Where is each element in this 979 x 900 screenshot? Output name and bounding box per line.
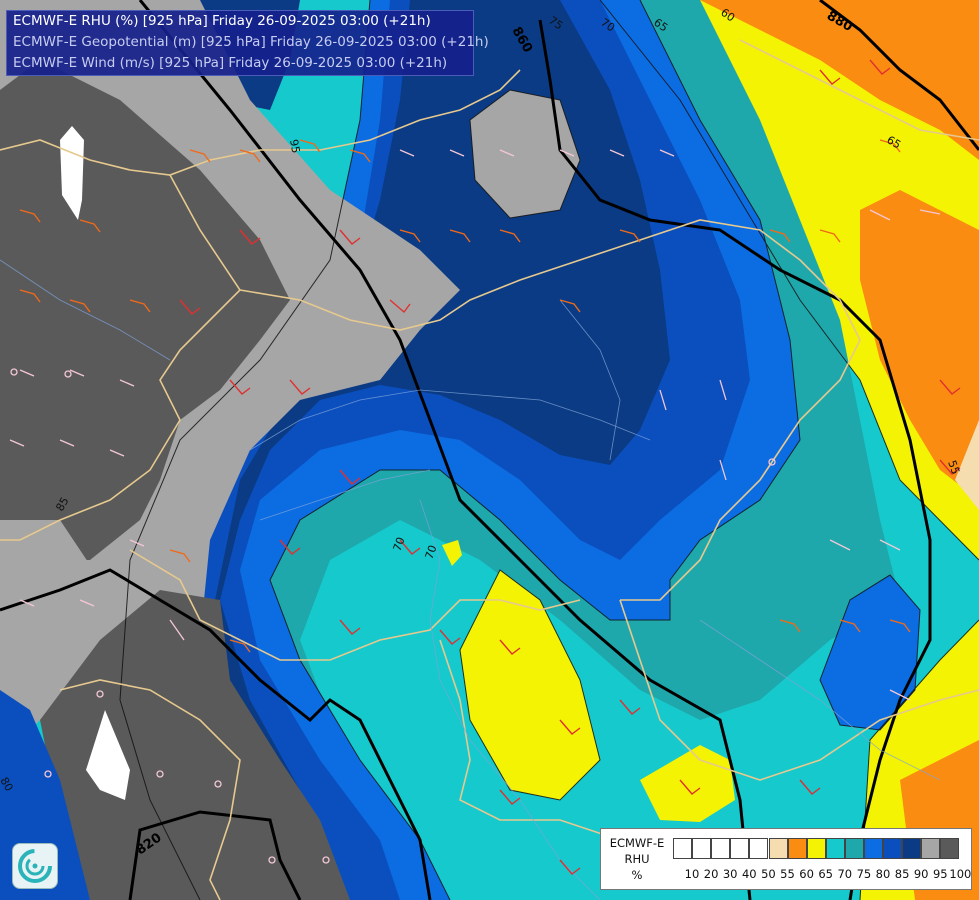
title-rhu: ECMWF-E RHU (%) [925 hPa] Friday 26-09-2… (13, 13, 431, 29)
legend-unit: % (631, 868, 643, 882)
rhu-label: 95 (287, 138, 302, 154)
wind-barbs-pink (9, 149, 941, 864)
rhu-area-65-center (460, 570, 600, 800)
legend-tick-label: 10 (684, 867, 700, 881)
rhu-area-60-east (860, 190, 979, 500)
legend-swatch (844, 838, 864, 859)
legend-variable: RHU (624, 852, 650, 866)
legend-tick-label: 30 (722, 867, 738, 881)
legend-tick-label: 95 (932, 867, 948, 881)
legend-tick-label: 80 (875, 867, 891, 881)
rhu-legend: ECMWF-E RHU % 10 20 30 40 50 55 60 65 70 75 80 85 90… (600, 828, 972, 890)
title-geopotential: ECMWF-E Geopotential (m) [925 hPa] Frida… (13, 34, 489, 50)
legend-swatch (825, 838, 845, 859)
legend-labels: ECMWF-E RHU % (601, 835, 673, 883)
rhu-area-100-south (40, 590, 350, 900)
legend-tick-label: 50 (761, 867, 776, 881)
legend-tick-label: 55 (780, 867, 795, 881)
legend-tick-label: 100 (949, 867, 972, 881)
rhu-label: 55 (945, 459, 962, 477)
legend-tick-label: 90 (913, 867, 929, 881)
map-title-box: ECMWF-E RHU (%) [925 hPa] Friday 26-09-2… (6, 10, 489, 76)
country-borders (0, 39, 979, 900)
rhu-label: 80 (0, 775, 16, 794)
rhu-area-60-ne (700, 0, 979, 160)
legend-swatch (940, 838, 960, 859)
title-wind: ECMWF-E Wind (m/s) [925 hPa] Friday 26-0… (13, 55, 448, 71)
rhu-label: 70 (423, 543, 440, 561)
legend-swatch (673, 838, 692, 859)
legend-swatch (692, 838, 712, 859)
legend-swatch (787, 838, 807, 859)
rhu-area-95-inner (470, 90, 580, 218)
rhu-area-90 (210, 0, 670, 900)
legend-model: ECMWF-E (609, 836, 665, 850)
legend-swatch (883, 838, 903, 859)
legend-tick-label: 65 (818, 867, 833, 881)
legend-tick-label: 60 (799, 867, 814, 881)
rhu-label: 70 (391, 535, 408, 553)
rhu-area-65-dot (442, 540, 462, 566)
rhu-area-95-west (0, 520, 100, 740)
legend-tick-label: 75 (856, 867, 872, 881)
legend-swatch (749, 838, 769, 859)
legend-swatch (730, 838, 750, 859)
legend-swatch (902, 838, 922, 859)
legend-swatch (806, 838, 826, 859)
legend-swatch (864, 838, 883, 859)
legend-swatch (711, 838, 731, 859)
rhu-area-white-2 (86, 710, 130, 800)
legend-tick-label: 20 (703, 867, 719, 881)
legend-tick-label: 40 (741, 867, 757, 881)
wind-barbs-orange (19, 139, 911, 653)
wind-barbs-red (179, 59, 961, 875)
legend-tick-label: 70 (837, 867, 853, 881)
legend-swatch (768, 838, 788, 859)
rhu-label: 65 (885, 133, 904, 151)
rhu-area-55 (955, 420, 979, 510)
ecmwf-swirl-logo-icon (12, 843, 58, 889)
rhu-area-white-1 (60, 126, 84, 220)
legend-tick-label: 85 (894, 867, 910, 881)
rhu-label: 85 (53, 495, 71, 514)
legend-swatch (921, 838, 941, 859)
rivers (0, 259, 941, 900)
